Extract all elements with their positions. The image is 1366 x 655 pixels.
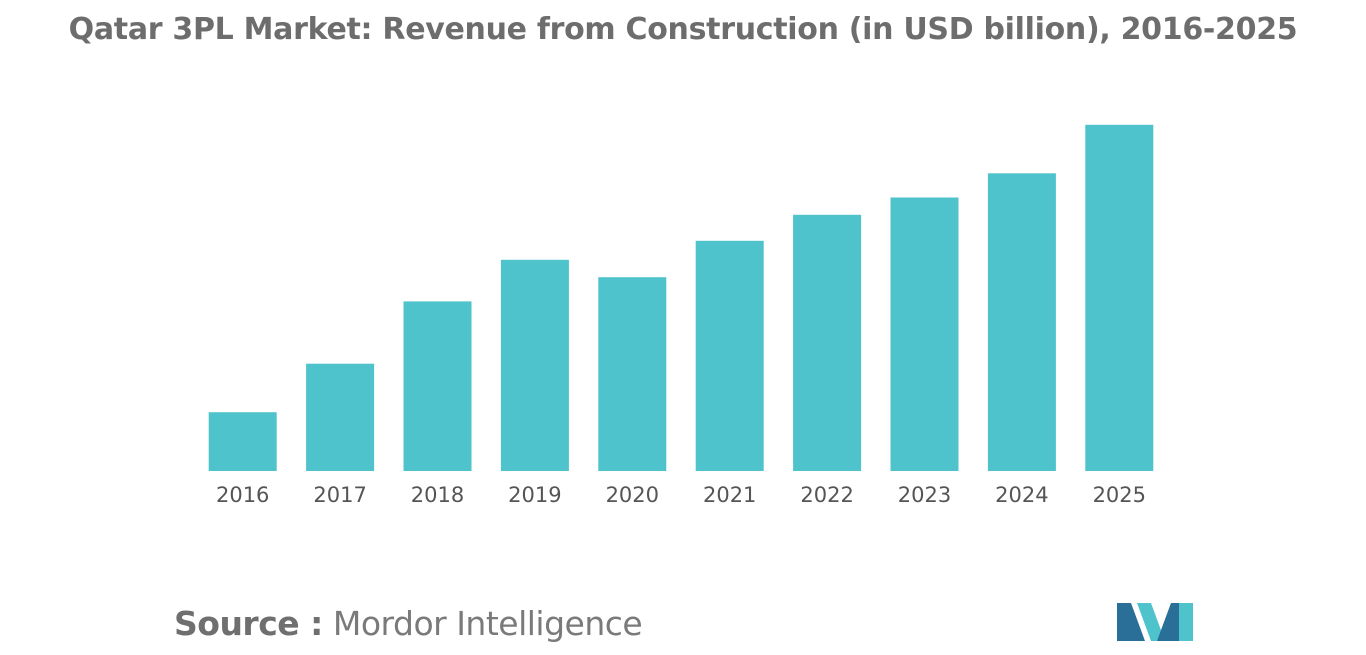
x-tick-labels: 2016 2017 2018 2019 2020 2021 2022 2023 2024 2025 bbox=[216, 483, 1146, 507]
bar-2025 bbox=[1085, 124, 1154, 472]
source-label: Source : bbox=[174, 604, 323, 643]
source-text: Mordor Intelligence bbox=[332, 604, 643, 643]
x-tick-label-2025: 2025 bbox=[1093, 483, 1146, 507]
x-tick-label-2021: 2021 bbox=[703, 483, 756, 507]
x-tick-label-2019: 2019 bbox=[508, 483, 561, 507]
source-line: Source : Mordor Intelligence bbox=[174, 604, 643, 643]
x-tick-label-2018: 2018 bbox=[411, 483, 464, 507]
x-tick-label-2017: 2017 bbox=[313, 483, 366, 507]
bar-2020 bbox=[598, 277, 667, 471]
x-tick-label-2024: 2024 bbox=[995, 483, 1048, 507]
bar-2022 bbox=[793, 214, 862, 472]
bars-group bbox=[208, 124, 1154, 472]
bar-2018 bbox=[403, 301, 472, 471]
bar-2023 bbox=[890, 197, 959, 471]
bar-2019 bbox=[500, 259, 569, 471]
bar-2024 bbox=[987, 173, 1056, 472]
bar-2016 bbox=[208, 412, 277, 471]
chart-title: Qatar 3PL Market: Revenue from Construct… bbox=[68, 12, 1298, 47]
x-tick-label-2022: 2022 bbox=[800, 483, 853, 507]
bar-2017 bbox=[306, 363, 375, 471]
x-tick-label-2023: 2023 bbox=[898, 483, 951, 507]
x-tick-label-2020: 2020 bbox=[606, 483, 659, 507]
mordor-intelligence-logo-icon bbox=[1117, 603, 1193, 641]
bar-2021 bbox=[695, 240, 764, 471]
x-tick-label-2016: 2016 bbox=[216, 483, 269, 507]
